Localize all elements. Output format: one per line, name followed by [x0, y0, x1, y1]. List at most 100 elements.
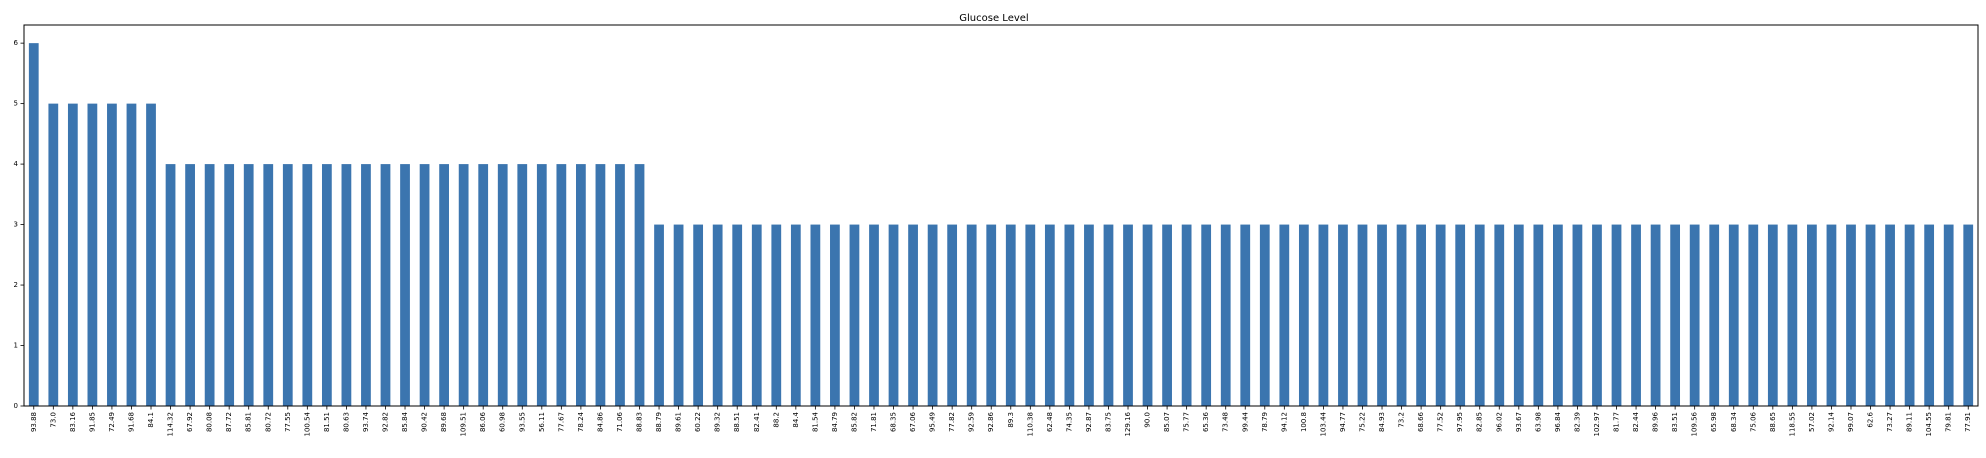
x-tick-label: 67.92 [186, 412, 194, 432]
bar [673, 224, 684, 406]
x-tick-label: 93.67 [1515, 412, 1523, 432]
bar [1709, 224, 1720, 406]
x-tick-label: 97.95 [1456, 412, 1464, 432]
bar [243, 164, 254, 406]
bar [1670, 224, 1681, 406]
bar [908, 224, 918, 406]
bar [1513, 224, 1524, 406]
bar [849, 224, 860, 406]
x-tick-label: 91.85 [88, 412, 96, 432]
bar [185, 164, 195, 406]
x-tick-label: 92.82 [381, 412, 389, 432]
x-tick-label: 84.79 [831, 412, 839, 432]
x-tick-label: 60.22 [694, 412, 702, 432]
bar [1963, 224, 1974, 406]
x-tick-label: 71.06 [616, 411, 624, 432]
x-tick-label: 62.48 [1046, 412, 1054, 432]
bar [1455, 224, 1466, 406]
bar [1201, 224, 1212, 406]
bar [1689, 224, 1700, 406]
bar [576, 164, 586, 406]
bar [1044, 224, 1055, 406]
x-tick-label: 80.08 [206, 412, 214, 432]
bar [380, 164, 391, 406]
x-tick-label: 109.51 [460, 412, 468, 437]
x-tick-label: 79.81 [1945, 412, 1953, 432]
x-tick-label: 80.63 [342, 412, 350, 432]
bar [1767, 224, 1778, 406]
x-tick-label: 73.27 [1886, 412, 1894, 432]
bar [634, 164, 645, 406]
x-tick-label: 68.66 [1417, 411, 1425, 432]
bar [1572, 224, 1583, 406]
bar [28, 43, 39, 406]
x-tick-label: 77.55 [284, 412, 292, 432]
x-tick-label: 96.84 [1554, 411, 1562, 432]
x-tick-label: 78.79 [1261, 412, 1269, 432]
bar [1533, 224, 1544, 406]
x-tick-label: 89.61 [675, 412, 683, 432]
bar [830, 224, 840, 406]
bar [966, 224, 977, 406]
x-tick-label: 129.16 [1124, 411, 1132, 436]
x-tick-label: 89.3 [1007, 412, 1015, 428]
x-tick-label: 82.85 [1476, 412, 1484, 432]
bar [810, 224, 821, 406]
bar [556, 164, 567, 406]
x-tick-label: 89.96 [1652, 411, 1660, 432]
bar [1377, 224, 1387, 406]
bar [1259, 224, 1270, 406]
bar [1220, 224, 1231, 406]
bar [1728, 224, 1739, 406]
x-tick-label: 89.68 [440, 412, 448, 432]
bar [458, 164, 469, 406]
bar [888, 224, 899, 406]
bar [419, 164, 430, 406]
bar [1924, 224, 1935, 406]
x-axis: 93.88 73.0 83.16 91.85 72.49 91.68 84.1 114.32 6… [30, 406, 1972, 437]
x-tick-label: 88.2 [772, 412, 780, 428]
x-tick-label: 68.35 [890, 412, 898, 432]
x-tick-label: 75.77 [1183, 412, 1191, 432]
bar [927, 224, 938, 406]
bar [1787, 224, 1798, 406]
x-tick-label: 85.07 [1163, 412, 1171, 432]
x-tick-label: 65.98 [1710, 412, 1718, 432]
x-tick-label: 73.2 [1398, 412, 1406, 428]
bar [1865, 224, 1876, 406]
bar [536, 164, 547, 406]
x-tick-label: 88.83 [636, 412, 644, 432]
bar [263, 164, 274, 406]
x-tick-label: 103.44 [1319, 411, 1327, 436]
x-tick-label: 84.4 [792, 411, 800, 427]
x-tick-label: 65.36 [1202, 411, 1210, 432]
y-tick-label: 3 [14, 221, 18, 229]
bar [615, 164, 625, 406]
x-tick-label: 80.72 [264, 412, 272, 432]
x-tick-label: 88.65 [1769, 412, 1777, 432]
y-axis: 0 1 2 3 4 5 6 [14, 39, 24, 410]
x-tick-label: 100.8 [1300, 412, 1308, 432]
x-tick-label: 84.1 [147, 412, 155, 428]
x-tick-label: 77.91 [1964, 412, 1972, 432]
bar [1748, 224, 1759, 406]
bar [497, 164, 508, 406]
x-tick-label: 78.24 [577, 411, 585, 432]
bar [439, 164, 449, 406]
x-tick-label: 72.49 [108, 412, 116, 432]
bar [107, 103, 117, 407]
x-tick-label: 81.54 [811, 411, 819, 432]
bar [1474, 224, 1485, 406]
x-tick-label: 104.55 [1925, 412, 1933, 437]
bar [1298, 224, 1309, 406]
bar [1826, 224, 1837, 406]
x-tick-label: 73.48 [1222, 412, 1230, 432]
x-tick-label: 56.11 [538, 412, 546, 432]
x-tick-label: 68.34 [1730, 411, 1738, 432]
bar [517, 164, 528, 406]
bar [1611, 224, 1622, 406]
y-tick-label: 1 [14, 342, 18, 350]
bar [204, 164, 215, 406]
bar [1396, 224, 1407, 406]
